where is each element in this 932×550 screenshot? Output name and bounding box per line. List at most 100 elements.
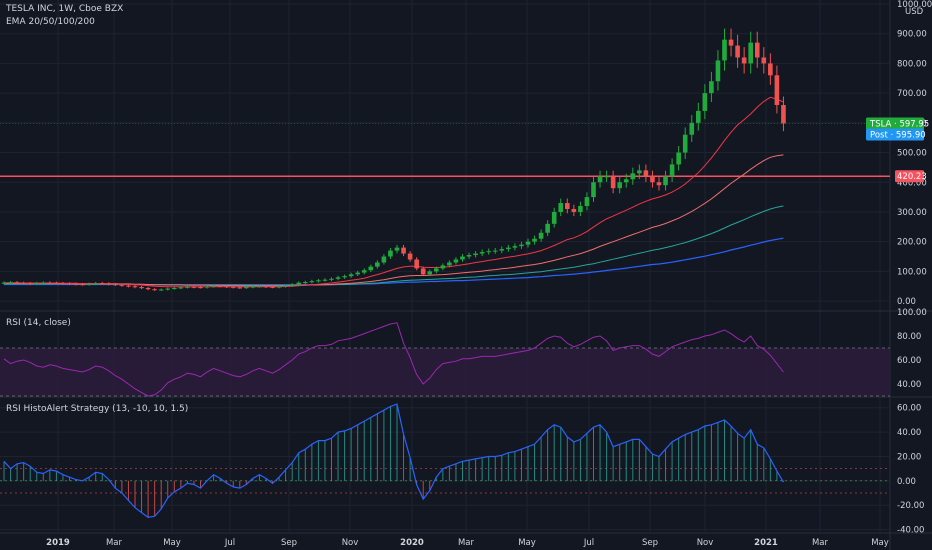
candle-body [401, 247, 406, 254]
histo-tick-label: 40.00 [897, 428, 921, 438]
candle-body [407, 253, 413, 260]
candle-body [224, 286, 229, 288]
candle-body [735, 45, 740, 58]
date-tick-label: 2019 [46, 538, 70, 548]
date-tick-label: Jul [224, 538, 235, 548]
candle-body [650, 176, 655, 183]
candle-body [21, 282, 26, 284]
candle-body [113, 284, 118, 286]
candle-body [584, 197, 590, 207]
price-tick-label: 100.00 [897, 267, 927, 277]
candle-body [689, 122, 695, 135]
candle-body [303, 282, 308, 284]
candle-body [499, 249, 505, 251]
candle-body [676, 152, 681, 165]
histo-tick-label: 0.00 [897, 477, 916, 487]
candle-body [34, 283, 40, 285]
ema50-line [4, 154, 784, 287]
candle-body [492, 250, 498, 252]
candles [1, 28, 786, 291]
date-tick-label: Sep [642, 538, 658, 548]
candle-body [152, 289, 157, 291]
candle-body [525, 241, 531, 245]
candle-body [119, 284, 125, 286]
candle-body [702, 93, 708, 111]
candle-body [289, 284, 295, 286]
candle-body [1, 282, 7, 284]
candle-body [361, 270, 367, 273]
candle-body [93, 283, 98, 285]
candle-body [375, 262, 380, 267]
date-tick-label: Jul [583, 538, 594, 548]
post-price-badge: Post · 595.90 [866, 128, 926, 141]
candle-body [479, 252, 485, 254]
candle-body [309, 281, 315, 283]
candle-body [388, 250, 393, 257]
candle-body [696, 110, 701, 123]
candle-body [263, 286, 269, 288]
candle-body [257, 286, 262, 288]
rsi-tick-label: 80.00 [897, 332, 921, 342]
candle-body [663, 176, 668, 186]
price-tick-label: 300.00 [897, 208, 927, 218]
histo-tick-label: 60.00 [897, 404, 921, 414]
candle-body [99, 283, 105, 285]
candle-body [348, 274, 354, 277]
last-price-badge: TSLA · 597.95 [866, 117, 929, 130]
candle-body [217, 285, 223, 287]
candle-body [630, 173, 636, 180]
candle-body [669, 164, 675, 177]
candle-body [578, 206, 583, 212]
rsi-tick-label: 60.00 [897, 356, 921, 366]
rsi-tick-label: 100.00 [897, 308, 927, 318]
histo-tick-label: -20.00 [897, 501, 924, 511]
date-tick-label: 2020 [400, 538, 424, 548]
date-tick-label: Nov [697, 538, 714, 548]
candle-body [545, 223, 550, 233]
histo-tick-label: 20.00 [897, 452, 921, 462]
candle-body [623, 179, 629, 183]
rsi-legend: RSI (14, close) [6, 318, 71, 328]
candle-body [316, 280, 321, 282]
candle-body [519, 244, 524, 247]
candle-body [368, 266, 374, 271]
candle-body [558, 203, 564, 212]
candle-body [754, 42, 760, 58]
candle-body [761, 57, 767, 64]
candle-body [512, 246, 518, 248]
candle-body [73, 283, 79, 285]
candle-body [54, 282, 59, 284]
candle-body [27, 283, 33, 285]
candle-body [244, 287, 249, 289]
price-tick-label: 0.00 [897, 297, 916, 307]
candle-body [67, 283, 72, 285]
level-badge-text: 420.23 [897, 172, 927, 182]
date-tick-label: Sep [281, 538, 297, 548]
candle-body [60, 283, 66, 285]
candle-body [283, 285, 288, 287]
date-tick-label: Nov [342, 538, 359, 548]
candle-body [715, 60, 721, 82]
candle-body [322, 279, 328, 281]
candle-body [335, 277, 341, 279]
candle-body [466, 255, 472, 257]
candle-body [230, 286, 236, 288]
candle-body [250, 286, 256, 288]
candle-body [506, 247, 511, 250]
candle-body [145, 288, 151, 290]
candle-body [447, 262, 452, 266]
candle-body [165, 288, 171, 290]
candle-body [8, 282, 13, 284]
candle-body [132, 286, 138, 288]
price-tick-label: 700.00 [897, 89, 927, 99]
candle-body [617, 182, 622, 189]
candle-body [551, 211, 557, 224]
histo-tick-label: -40.00 [897, 526, 924, 536]
candle-body [204, 286, 210, 288]
candle-body [656, 182, 662, 186]
candle-body [774, 75, 780, 106]
candle-body [172, 288, 177, 290]
candle-body [329, 278, 334, 280]
